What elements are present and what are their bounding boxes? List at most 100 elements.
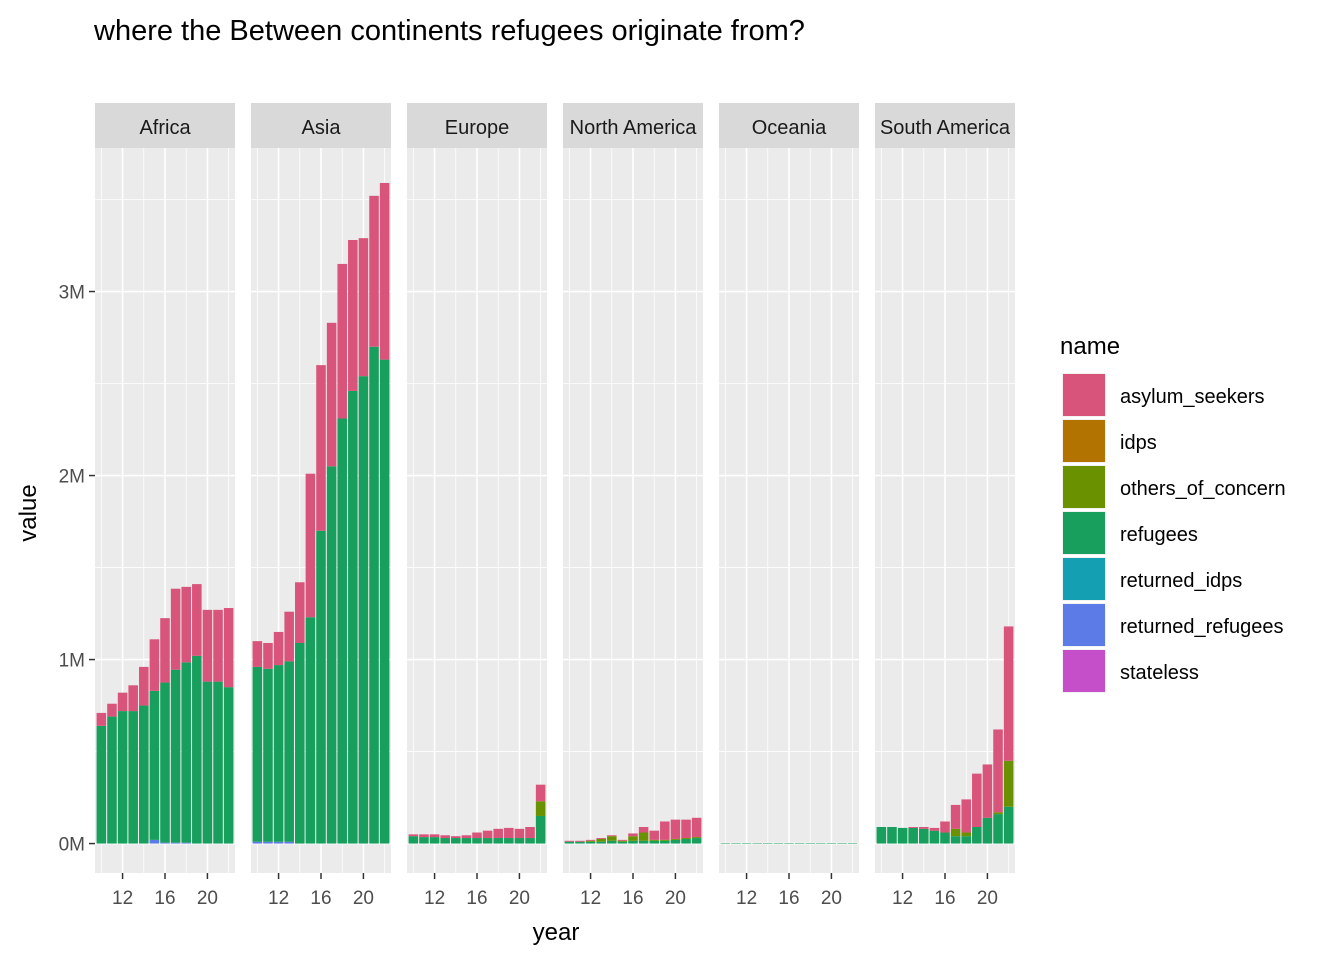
bar-segment-asylum_seekers <box>649 830 659 840</box>
bar-segment-refugees <box>472 838 482 844</box>
bar-segment-refugees <box>649 840 659 844</box>
bar-segment-refugees <box>149 690 160 840</box>
bar-segment-refugees <box>638 840 649 844</box>
facet-panels: 0M 1M 2M 3M Africa 12 16 20 Asia 12 16 20 Europe 12 16… <box>59 103 1015 909</box>
bar-segment-asylum_seekers <box>607 835 617 837</box>
bar-segment-refugees <box>273 665 284 842</box>
bar-segment-refugees <box>908 827 918 844</box>
bar-segment-refugees <box>961 836 971 844</box>
bar-segment-refugees <box>919 828 929 844</box>
bar-segment-returned_refugees <box>170 842 181 844</box>
bar-segment-refugees <box>826 843 837 844</box>
bar-segment-refugees <box>223 687 234 844</box>
bar-segment-asylum_seekers <box>908 826 918 828</box>
bar-segment-asylum_seekers <box>139 666 149 706</box>
bar-segment-asylum_seekers <box>181 586 191 663</box>
bar-segment-asylum_seekers <box>252 641 263 667</box>
bar-segment-refugees <box>337 418 347 844</box>
bar-segment-refugees <box>773 843 784 844</box>
bar-segment-others_of_concern <box>638 832 649 841</box>
bar-segment-refugees <box>213 681 223 844</box>
bar-segment-refugees <box>295 642 305 844</box>
legend-swatch-refugees <box>1063 512 1105 554</box>
bar-segment-refugees <box>170 669 181 843</box>
legend-label-asylum_seekers: asylum_seekers <box>1120 386 1265 408</box>
chart-title: where the Between continents refugees or… <box>93 15 805 47</box>
bar-segment-refugees <box>461 838 472 844</box>
bar-segment-refugees <box>575 841 585 844</box>
bar-segment-others_of_concern <box>993 812 1003 815</box>
x-tick-label: 16 <box>310 888 331 909</box>
bar-segment-refugees <box>628 840 638 844</box>
bar-segment-refugees <box>535 815 546 844</box>
facet-strip <box>719 103 859 148</box>
bar-segment-refugees <box>128 711 138 844</box>
bar-segment-returned_refugees <box>149 839 160 844</box>
x-tick-label: 12 <box>580 888 601 909</box>
facet-strip <box>563 103 703 148</box>
facet-panel-north-america: North America 12 16 20 <box>563 103 703 909</box>
bar-segment-others_of_concern <box>628 836 638 841</box>
bar-segment-asylum_seekers <box>128 685 138 712</box>
bar-segment-others_of_concern <box>649 839 659 841</box>
bar-segment-refugees <box>202 681 213 844</box>
bar-segment-refugees <box>596 841 606 844</box>
bar-segment-asylum_seekers <box>213 609 223 682</box>
bar-segment-refugees <box>181 662 191 843</box>
bar-segment-refugees <box>408 836 419 844</box>
bar-segment-asylum_seekers <box>160 618 170 683</box>
x-tick-label: 20 <box>665 888 686 909</box>
bar-segment-returned_refugees <box>252 841 263 844</box>
y-tick-label: 3M <box>59 283 85 304</box>
facet-panel-asia: Asia 12 16 20 <box>251 103 391 909</box>
bar-segment-refugees <box>763 843 773 844</box>
bar-segment-asylum_seekers <box>305 473 316 618</box>
bar-segment-refugees <box>982 817 993 844</box>
bar-segment-refugees <box>691 838 702 844</box>
facet-strip <box>95 103 235 148</box>
bar-segment-asylum_seekers <box>617 839 628 841</box>
bar-segment-refugees <box>493 838 503 844</box>
facet-panel-oceania: Oceania 12 16 20 <box>719 103 859 909</box>
bar-segment-refugees <box>720 843 731 844</box>
bar-segment-refugees <box>681 838 691 844</box>
bar-segment-asylum_seekers <box>514 828 525 839</box>
bar-segment-refugees <box>525 838 535 844</box>
bar-segment-asylum_seekers <box>504 827 514 839</box>
x-tick-label: 16 <box>466 888 487 909</box>
x-tick-label: 20 <box>821 888 842 909</box>
facet-strip <box>407 103 547 148</box>
x-tick-label: 16 <box>934 888 955 909</box>
legend-swatch-returned_idps <box>1063 558 1105 600</box>
y-tick-label: 0M <box>59 835 85 856</box>
legend-title: name <box>1060 333 1120 360</box>
bar-segment-refugees <box>752 843 762 844</box>
bar-segment-asylum_seekers <box>326 322 337 467</box>
bar-segment-asylum_seekers <box>950 804 961 829</box>
bar-segment-asylum_seekers <box>929 827 940 831</box>
bar-segment-asylum_seekers <box>419 834 429 838</box>
facet-strip-label: South America <box>880 117 1011 139</box>
legend-label-returned_idps: returned_idps <box>1120 570 1242 592</box>
bar-segment-refugees <box>160 682 170 843</box>
bar-segment-others_of_concern <box>681 838 691 839</box>
bar-segment-refugees <box>950 836 961 844</box>
legend-label-others_of_concern: others_of_concern <box>1120 478 1286 500</box>
bar-segment-refugees <box>348 390 358 844</box>
legend-label-idps: idps <box>1120 432 1157 454</box>
bar-segment-asylum_seekers <box>940 821 950 833</box>
bar-segment-others_of_concern <box>535 801 546 816</box>
bar-segment-asylum_seekers <box>575 840 585 842</box>
facet-strip-label: North America <box>570 117 698 139</box>
bar-segment-asylum_seekers <box>170 588 181 670</box>
legend-swatch-stateless <box>1063 650 1105 692</box>
bar-segment-others_of_concern <box>596 838 606 842</box>
bar-segment-refugees <box>731 843 741 844</box>
bar-segment-asylum_seekers <box>358 238 369 377</box>
bar-segment-others_of_concern <box>660 839 670 841</box>
bar-segment-refugees <box>585 841 596 844</box>
bar-segment-asylum_seekers <box>472 832 482 839</box>
bar-segment-asylum_seekers <box>202 609 213 682</box>
bar-segment-refugees <box>617 841 628 844</box>
